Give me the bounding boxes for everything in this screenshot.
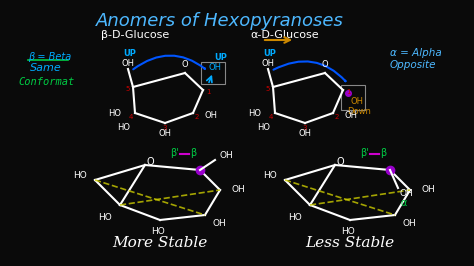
Text: Opposite: Opposite [390, 60, 437, 70]
Text: Less Stable: Less Stable [305, 236, 394, 250]
Text: HO: HO [248, 109, 261, 118]
Text: OH: OH [345, 110, 358, 119]
Text: HO: HO [151, 227, 165, 236]
Text: More Stable: More Stable [112, 236, 208, 250]
Text: 3: 3 [303, 125, 307, 131]
Text: α: α [401, 198, 407, 208]
Text: OH: OH [350, 98, 364, 106]
Text: OH: OH [403, 218, 417, 227]
Text: β-D-Glucose: β-D-Glucose [101, 30, 169, 40]
Text: β = Beta: β = Beta [28, 52, 71, 62]
Text: 1: 1 [206, 89, 210, 95]
Text: UP: UP [124, 48, 137, 57]
Text: OH: OH [220, 152, 234, 160]
Text: Same: Same [30, 63, 62, 73]
Text: OH: OH [213, 218, 227, 227]
Text: Anomers of Hexopyranoses: Anomers of Hexopyranoses [96, 12, 344, 30]
Text: Conformat: Conformat [18, 77, 74, 87]
Text: OH: OH [299, 128, 311, 138]
Text: OH: OH [209, 64, 221, 73]
Text: β: β [190, 148, 196, 158]
Text: OH: OH [262, 59, 274, 68]
Text: Down: Down [347, 107, 371, 117]
Text: HO: HO [98, 213, 112, 222]
Text: O: O [182, 60, 188, 69]
Text: 3: 3 [163, 125, 167, 131]
Text: O: O [322, 60, 328, 69]
Text: β': β' [171, 148, 179, 158]
Text: OH: OH [400, 189, 414, 198]
Text: UP: UP [264, 48, 276, 57]
Text: 5: 5 [266, 86, 270, 92]
Text: 2: 2 [335, 114, 339, 120]
Text: HO: HO [288, 213, 302, 222]
Text: OH: OH [232, 185, 246, 194]
Text: 1: 1 [346, 89, 350, 95]
Text: HO: HO [341, 227, 355, 236]
Text: β': β' [361, 148, 369, 158]
FancyArrowPatch shape [133, 56, 205, 69]
Text: 5: 5 [126, 86, 130, 92]
Text: OH: OH [205, 110, 218, 119]
Text: HO: HO [117, 123, 130, 132]
Text: HO: HO [263, 171, 277, 180]
FancyArrowPatch shape [273, 61, 346, 81]
Text: O: O [336, 157, 344, 167]
Text: OH: OH [158, 128, 172, 138]
Text: UP: UP [215, 53, 228, 63]
Text: 4: 4 [129, 114, 133, 120]
Text: OH: OH [121, 59, 135, 68]
Text: β: β [380, 148, 386, 158]
Bar [201, 62, 225, 84]
Text: O: O [146, 157, 154, 167]
Text: HO: HO [108, 109, 121, 118]
Text: 2: 2 [195, 114, 199, 120]
Text: HO: HO [257, 123, 270, 132]
Text: OH: OH [422, 185, 436, 194]
Text: 4: 4 [269, 114, 273, 120]
Text: HO: HO [73, 171, 87, 180]
Text: α = Alpha: α = Alpha [390, 48, 442, 58]
Bar [341, 85, 365, 110]
Text: α-D-Glucose: α-D-Glucose [251, 30, 319, 40]
